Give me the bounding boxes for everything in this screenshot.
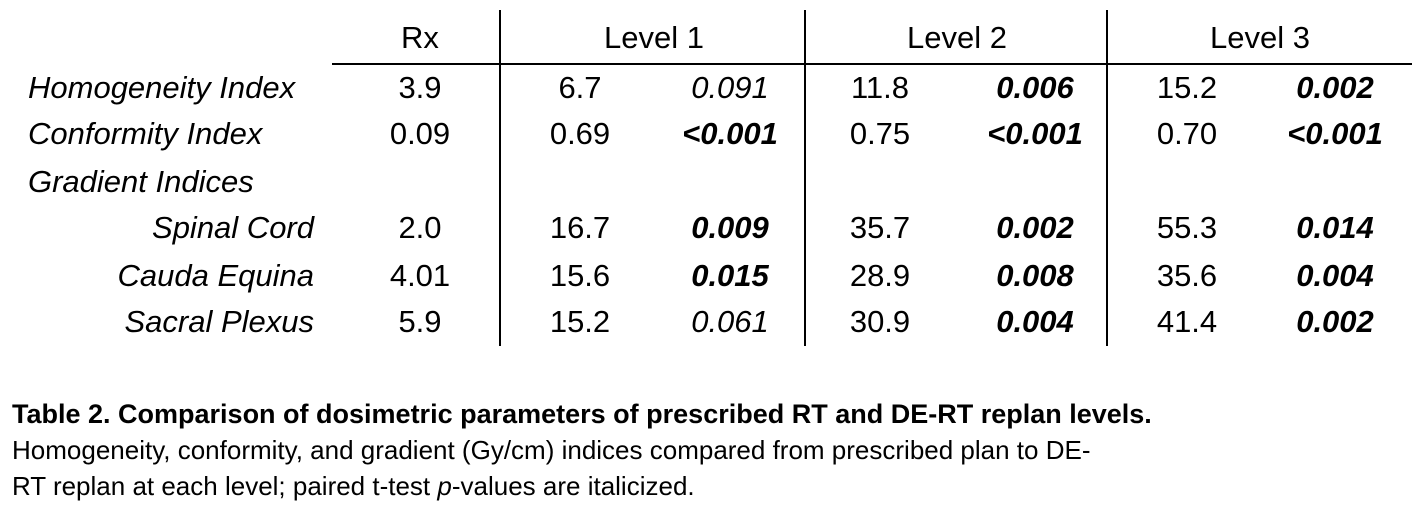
row-label-gradient-indices: Gradient Indices — [28, 164, 254, 199]
caption-body-line2a: RT replan at each level; paired t-test — [12, 471, 438, 501]
cell-p2: 0.002 — [996, 210, 1074, 245]
caption-title: Table 2. Comparison of dosimetric parame… — [12, 399, 1152, 429]
cell-p3: 0.014 — [1296, 210, 1374, 245]
caption-body-italic-p: p — [437, 471, 452, 501]
cell-level1: 15.6 — [549, 258, 611, 293]
caption-body-line1: Homogeneity, conformity, and gradient (G… — [12, 435, 1091, 465]
cell-level2: 30.9 — [849, 304, 911, 339]
divider-level1-level2 — [804, 10, 806, 346]
divider-level2-level3 — [1106, 10, 1108, 346]
cell-level2: 28.9 — [849, 258, 911, 293]
row-label-conformity: Conformity Index — [28, 116, 263, 151]
cell-p3: 0.002 — [1296, 70, 1374, 105]
row-label-sacral-plexus: Sacral Plexus — [124, 304, 314, 339]
cell-p2: 0.004 — [996, 304, 1074, 339]
cell-rx: 3.9 — [398, 70, 442, 105]
cell-p3: <0.001 — [1287, 116, 1383, 151]
cell-level3: 41.4 — [1156, 304, 1218, 339]
cell-p2: 0.008 — [996, 258, 1074, 293]
cell-level2: 0.75 — [849, 116, 911, 151]
cell-level3: 15.2 — [1156, 70, 1218, 105]
cell-p1: 0.015 — [691, 258, 769, 293]
cell-p1: 0.009 — [691, 210, 769, 245]
cell-rx: 0.09 — [389, 116, 451, 151]
header-rule — [332, 63, 1412, 65]
cell-level3: 0.70 — [1156, 116, 1218, 151]
cell-level2: 11.8 — [850, 70, 910, 105]
caption-body-line2b: -values are italicized. — [451, 471, 695, 501]
cell-p2: <0.001 — [987, 116, 1083, 151]
cell-rx: 4.01 — [389, 258, 451, 293]
cell-level1: 0.69 — [549, 116, 611, 151]
caption-body: Homogeneity, conformity, and gradient (G… — [12, 432, 1412, 504]
cell-p3: 0.004 — [1296, 258, 1374, 293]
cell-level1: 6.7 — [558, 70, 602, 105]
cell-p2: 0.006 — [996, 70, 1074, 105]
header-level2: Level 2 — [907, 20, 1007, 55]
divider-rx-level1 — [499, 10, 501, 346]
cell-rx: 5.9 — [398, 304, 442, 339]
row-label-spinal-cord: Spinal Cord — [152, 210, 314, 245]
row-label-homogeneity: Homogeneity Index — [28, 70, 296, 105]
cell-level3: 55.3 — [1156, 210, 1218, 245]
cell-p1: <0.001 — [682, 116, 778, 151]
cell-p3: 0.002 — [1296, 304, 1374, 339]
cell-rx: 2.0 — [398, 210, 442, 245]
header-level1: Level 1 — [604, 20, 704, 55]
cell-p1: 0.061 — [691, 304, 769, 339]
row-label-cauda-equina: Cauda Equina — [117, 258, 315, 293]
header-level3: Level 3 — [1210, 20, 1310, 55]
header-rx: Rx — [401, 20, 439, 55]
cell-level2: 35.7 — [849, 210, 911, 245]
cell-level3: 35.6 — [1156, 258, 1218, 293]
cell-level1: 16.7 — [549, 210, 611, 245]
cell-level1: 15.2 — [549, 304, 611, 339]
cell-p1: 0.091 — [691, 70, 769, 105]
